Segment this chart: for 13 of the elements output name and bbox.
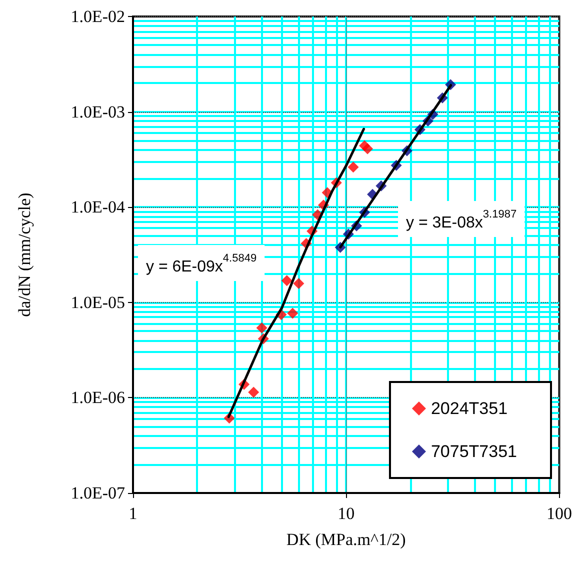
y-tick-label: 1.0E-02 — [70, 7, 125, 26]
x-tick-label: 1 — [128, 504, 138, 523]
y-tick-label: 1.0E-07 — [70, 484, 126, 502]
x-tick-label: 100 — [546, 504, 572, 523]
legend-label: 7075T7351 — [430, 442, 518, 461]
x-tick-label: 10 — [338, 504, 355, 523]
legend-label: 2024T351 — [430, 399, 508, 418]
y-tick-label: 1.0E-06 — [70, 388, 125, 408]
y-axis-title: da/dN (mm/cycle) — [15, 192, 34, 317]
y-tick-label: 1.0E-04 — [70, 198, 126, 217]
x-axis-title: DK (MPa.m^1/2) — [286, 530, 406, 549]
y-tick-label: 1.0E-03 — [70, 102, 125, 122]
y-tick-label: 1.0E-05 — [70, 292, 125, 312]
